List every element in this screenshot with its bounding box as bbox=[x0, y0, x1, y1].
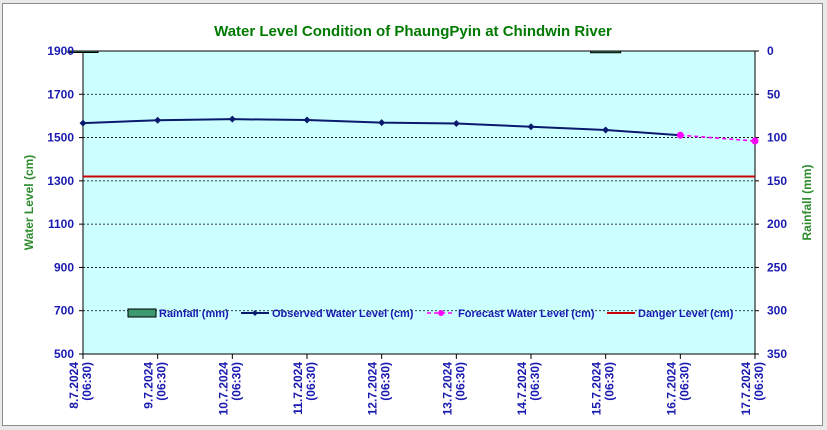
y2-tick-label: 0 bbox=[767, 44, 774, 58]
y-tick-label: 700 bbox=[54, 304, 74, 318]
y2-tick-label: 250 bbox=[767, 260, 787, 274]
observed-point bbox=[602, 126, 610, 134]
plot-background bbox=[82, 50, 756, 355]
observed-point bbox=[303, 116, 311, 124]
y-tick-label: 900 bbox=[54, 260, 74, 274]
observed-point bbox=[452, 120, 460, 128]
legend-marker-forecast bbox=[438, 310, 444, 316]
y2-tick-label: 100 bbox=[767, 131, 787, 145]
y2-tick-label: 350 bbox=[767, 347, 787, 361]
y-tick-label: 1300 bbox=[47, 174, 74, 188]
legend-label: Danger Level (cm) bbox=[638, 308, 734, 320]
rainfall-bar bbox=[67, 50, 99, 53]
x-tick-label: 16.7.2024(06:30) bbox=[664, 362, 691, 416]
plot-area bbox=[67, 50, 759, 359]
x-tick-label: 14.7.2024(06:30) bbox=[515, 362, 542, 416]
y-tick-label: 1700 bbox=[47, 87, 74, 101]
x-tick-label: 13.7.2024(06:30) bbox=[440, 362, 467, 416]
forecast-point bbox=[751, 137, 759, 145]
y2-tick-label: 300 bbox=[767, 304, 787, 318]
y2-axis-title: Rainfall (mm) bbox=[800, 164, 814, 240]
chart-svg: Water Level Condition of PhaungPyin at C… bbox=[22, 23, 814, 416]
chart-frame: Water Level Condition of PhaungPyin at C… bbox=[2, 3, 823, 426]
chart-title: Water Level Condition of PhaungPyin at C… bbox=[214, 23, 612, 40]
legend-marker-observed bbox=[252, 310, 258, 316]
x-tick-label: 15.7.2024(06:30) bbox=[590, 362, 617, 416]
y2-tick-label: 150 bbox=[767, 174, 787, 188]
forecast-water-level-line bbox=[680, 134, 756, 142]
x-tick-label: 10.7.2024(06:30) bbox=[216, 362, 243, 416]
y-tick-label: 500 bbox=[54, 347, 74, 361]
legend-swatch-rainfall bbox=[127, 308, 157, 318]
observed-point bbox=[527, 123, 535, 131]
y2-tick-label: 50 bbox=[767, 87, 781, 101]
legend-label: Observed Water Level (cm) bbox=[272, 308, 414, 320]
x-tick-label: 17.7.2024(06:30) bbox=[739, 362, 766, 416]
observed-point bbox=[378, 119, 386, 127]
y-axis-title: Water Level (cm) bbox=[22, 155, 36, 251]
legend-label: Rainfall (mm) bbox=[159, 308, 229, 320]
x-tick-label: 11.7.2024(06:30) bbox=[291, 362, 318, 415]
y-tick-label: 1500 bbox=[47, 131, 74, 145]
y2-tick-label: 200 bbox=[767, 217, 787, 231]
observed-point bbox=[228, 115, 236, 123]
observed-point bbox=[79, 119, 87, 127]
x-tick-label: 12.7.2024(06:30) bbox=[366, 362, 393, 416]
y-tick-label: 1100 bbox=[48, 217, 74, 231]
observed-point bbox=[154, 116, 162, 124]
x-tick-label: 8.7.2024(06:30) bbox=[67, 362, 94, 409]
forecast-point bbox=[676, 131, 684, 139]
x-tick-label: 9.7.2024(06:30) bbox=[142, 362, 169, 409]
legend-label: Forecast Water Level (cm) bbox=[458, 308, 595, 320]
y-tick-label: 1900 bbox=[47, 44, 74, 58]
rainfall-bar bbox=[590, 50, 622, 54]
